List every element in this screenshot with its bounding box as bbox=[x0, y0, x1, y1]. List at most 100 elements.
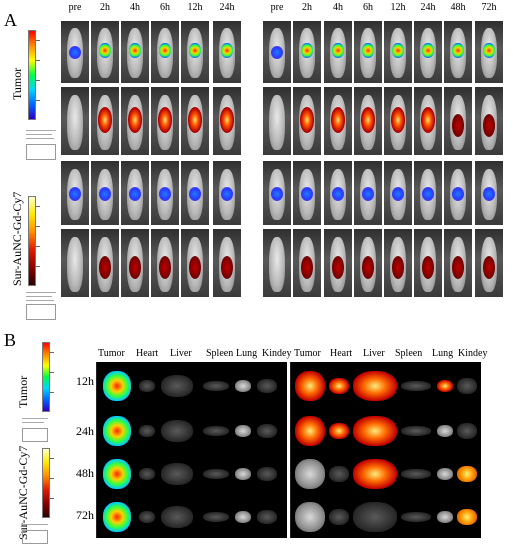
mouse-image bbox=[120, 86, 150, 156]
mouse-silhouette bbox=[67, 95, 83, 150]
signal-spot bbox=[451, 186, 465, 201]
signal-spot bbox=[361, 256, 375, 280]
signal-spot bbox=[300, 186, 314, 201]
mouse-image bbox=[90, 160, 120, 226]
signal-spot bbox=[128, 186, 142, 201]
organ-name: Kindey bbox=[458, 348, 488, 359]
organ-image bbox=[329, 509, 349, 525]
organ-image bbox=[295, 371, 325, 401]
mouse-image bbox=[474, 228, 504, 298]
mouse-image bbox=[150, 160, 180, 226]
organ-image bbox=[235, 425, 251, 437]
timepoint-label: 6h bbox=[160, 2, 170, 13]
scale-tick bbox=[50, 352, 54, 353]
signal-spot bbox=[392, 42, 404, 59]
color-scale-heat bbox=[28, 196, 36, 286]
mouse-image bbox=[262, 228, 292, 298]
scale-tick bbox=[50, 392, 54, 393]
organ-image bbox=[203, 426, 229, 436]
signal-spot bbox=[421, 186, 435, 201]
signal-spot bbox=[128, 107, 142, 134]
signal-spot bbox=[422, 42, 434, 59]
mouse-image bbox=[443, 86, 473, 156]
mouse-image bbox=[383, 20, 413, 84]
color-scale-heat bbox=[42, 448, 50, 518]
scale-tick bbox=[36, 80, 40, 81]
row-time-label: 72h bbox=[76, 508, 94, 522]
mouse-image bbox=[60, 228, 90, 298]
mouse-image bbox=[383, 228, 413, 298]
mouse-image bbox=[383, 160, 413, 226]
organ-image bbox=[257, 379, 277, 393]
signal-spot bbox=[482, 256, 496, 280]
mouse-image bbox=[262, 160, 292, 226]
scale-tick bbox=[50, 478, 54, 479]
organ-image bbox=[295, 459, 325, 489]
mouse-image bbox=[353, 20, 383, 84]
signal-spot bbox=[188, 256, 202, 280]
organ-image bbox=[401, 512, 431, 522]
organ-image bbox=[161, 506, 193, 528]
timepoint-label: 12h bbox=[390, 2, 406, 13]
organ-row bbox=[290, 452, 481, 496]
mouse-image bbox=[262, 86, 292, 156]
scale-tick bbox=[36, 100, 40, 101]
mouse-image bbox=[292, 228, 322, 298]
organ-image bbox=[437, 511, 453, 523]
mouse-image bbox=[90, 86, 120, 156]
organ-image bbox=[353, 459, 397, 489]
signal-spot bbox=[99, 42, 111, 59]
row-time-label: 24h bbox=[76, 424, 94, 438]
organ-image bbox=[329, 466, 349, 482]
organ-row bbox=[96, 410, 287, 452]
signal-spot bbox=[158, 256, 172, 280]
mouse-image bbox=[212, 160, 242, 226]
mouse-image bbox=[180, 160, 210, 226]
signal-spot bbox=[220, 107, 234, 134]
timepoint-label: 6h bbox=[363, 2, 373, 13]
legend-text-line bbox=[22, 422, 44, 423]
organ-image bbox=[103, 459, 131, 489]
signal-spot bbox=[451, 114, 465, 138]
panel-a-letter: A bbox=[4, 10, 17, 30]
signal-spot bbox=[129, 42, 141, 59]
mouse-image bbox=[353, 228, 383, 298]
organ-image bbox=[203, 381, 229, 391]
mouse-image bbox=[292, 20, 322, 84]
signal-spot bbox=[98, 186, 112, 201]
organ-image bbox=[139, 380, 155, 392]
group-label-tumor: Tumor bbox=[16, 375, 30, 408]
legend-text-line bbox=[22, 524, 48, 525]
signal-spot bbox=[331, 107, 345, 134]
scale-tick bbox=[36, 226, 40, 227]
signal-spot bbox=[421, 256, 435, 280]
organ-name: Liver bbox=[363, 348, 385, 359]
organ-name: Tumor bbox=[294, 348, 321, 359]
signal-spot bbox=[361, 107, 375, 134]
signal-spot bbox=[158, 107, 172, 134]
organ-image bbox=[103, 371, 131, 401]
organ-image bbox=[235, 511, 251, 523]
scale-legend-box bbox=[26, 304, 56, 320]
timepoint-label: 72h bbox=[481, 2, 497, 13]
organ-image bbox=[103, 416, 131, 446]
organ-image bbox=[161, 420, 193, 442]
mouse-image bbox=[120, 228, 150, 298]
mouse-image bbox=[180, 86, 210, 156]
timepoint-label: 24h bbox=[420, 2, 436, 13]
scale-legend-box bbox=[22, 530, 48, 544]
organ-image bbox=[457, 509, 477, 525]
scale-legend-box bbox=[26, 144, 56, 160]
organ-image bbox=[203, 512, 229, 522]
signal-spot bbox=[270, 45, 284, 60]
signal-spot bbox=[300, 107, 314, 134]
mouse-image bbox=[60, 86, 90, 156]
scale-tick bbox=[50, 458, 54, 459]
mouse-image bbox=[474, 86, 504, 156]
scale-tick bbox=[36, 206, 40, 207]
signal-spot bbox=[220, 256, 234, 280]
timepoint-label: pre bbox=[68, 2, 82, 13]
organ-image bbox=[139, 468, 155, 480]
signal-spot bbox=[421, 107, 435, 134]
mouse-image bbox=[150, 20, 180, 84]
